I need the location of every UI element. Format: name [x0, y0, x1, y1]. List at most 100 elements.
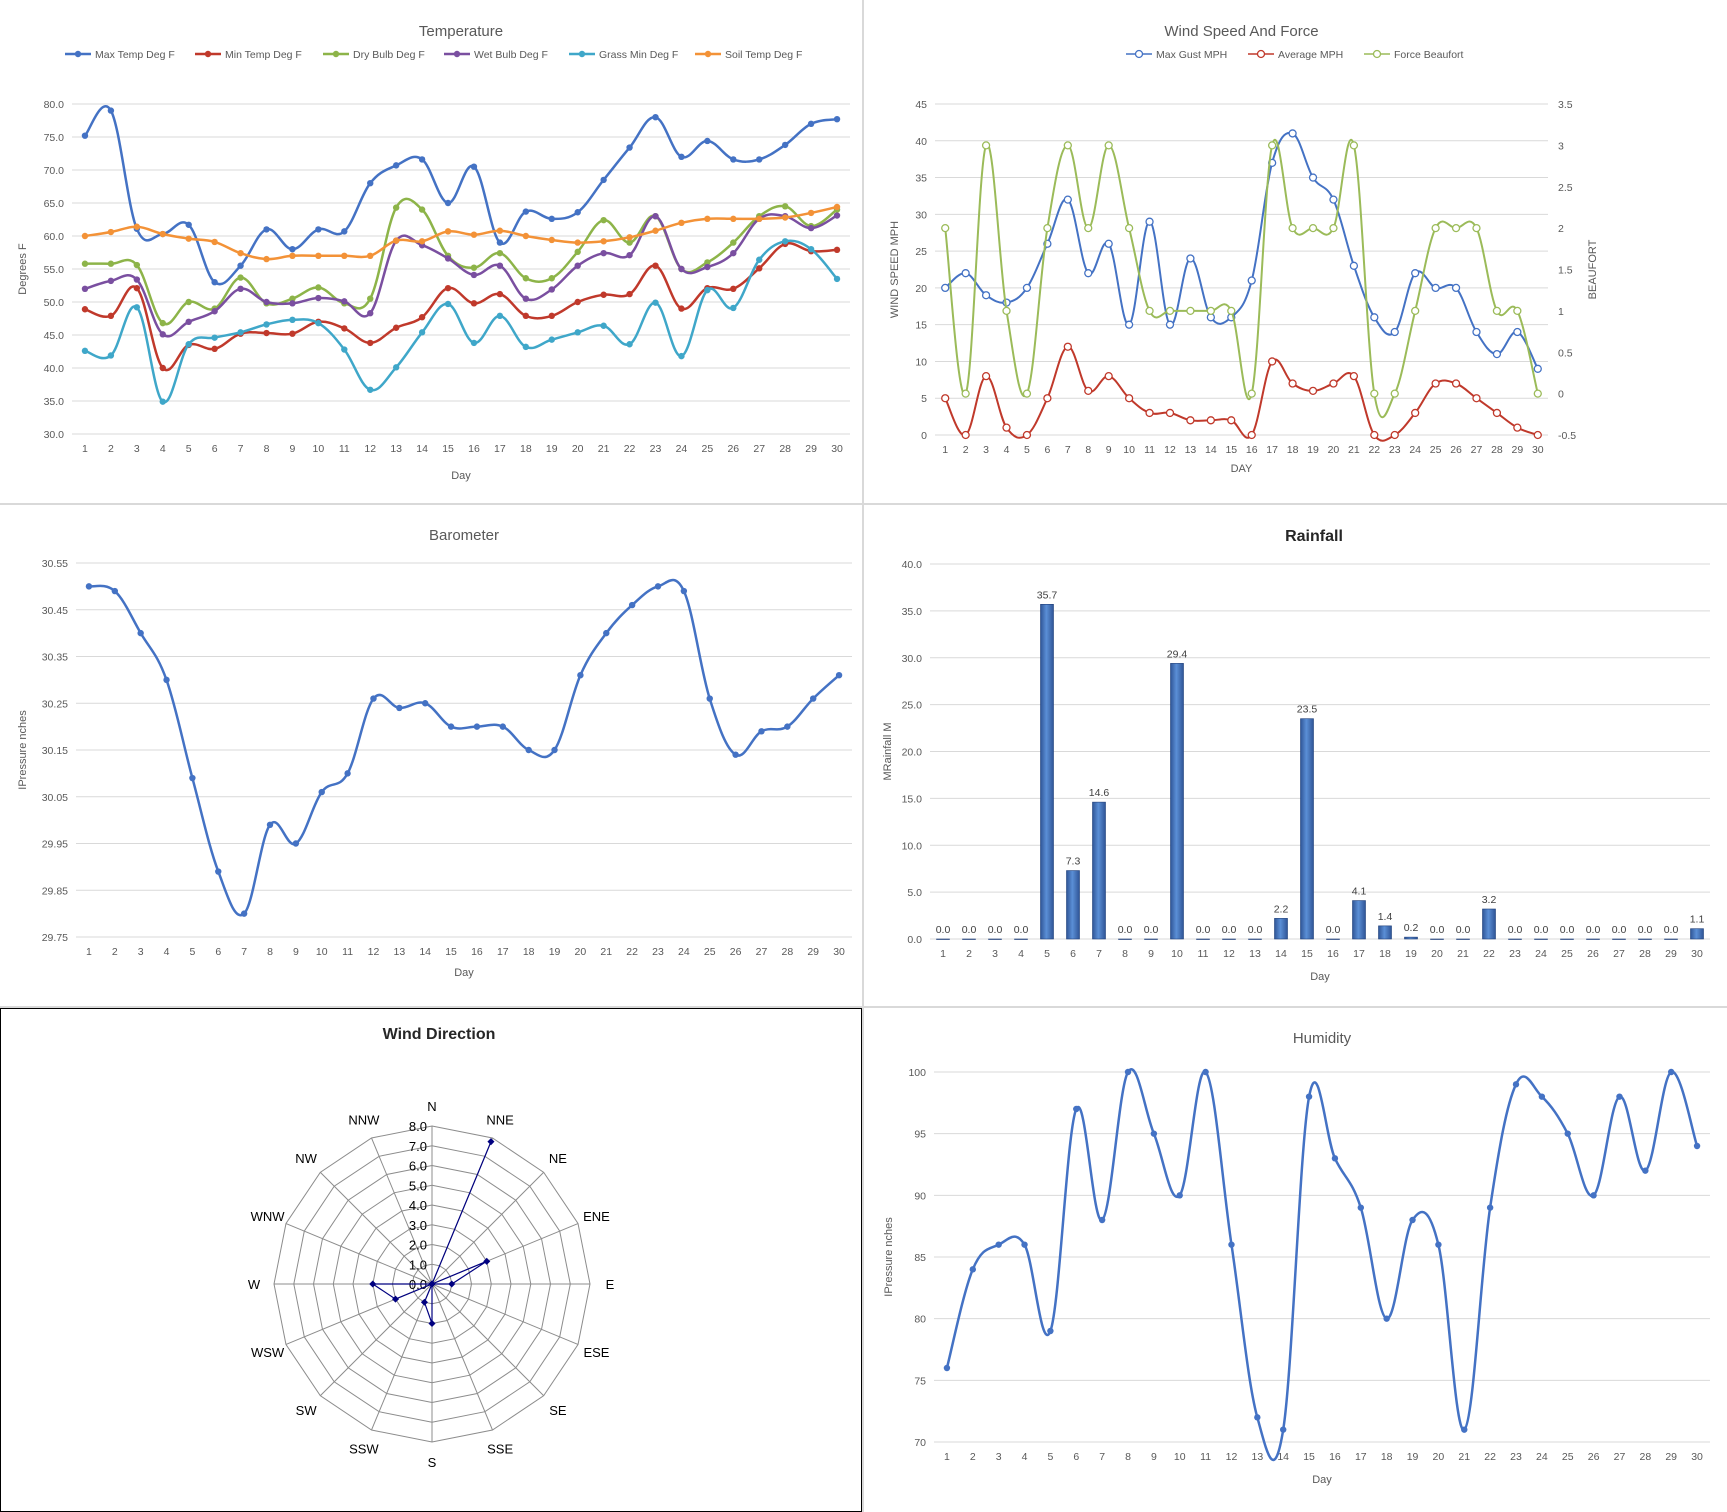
data-point: [1642, 1167, 1649, 1174]
x-tick-label: 10: [1171, 948, 1183, 960]
data-label: 35.7: [1037, 589, 1058, 601]
x-tick-label: 25: [1562, 1451, 1574, 1463]
data-point: [1021, 1241, 1028, 1248]
x-tick-label: 27: [1471, 444, 1483, 456]
data-point: [315, 252, 322, 259]
data-point: [678, 219, 685, 226]
series-line: [83, 105, 838, 286]
data-point: [756, 215, 763, 223]
data-point: [133, 284, 141, 292]
x-tick-label: 12: [364, 443, 376, 455]
x-tick-label: 19: [549, 946, 561, 958]
data-point: [706, 695, 713, 702]
x-tick-label: 1: [942, 444, 948, 456]
data-point: [1513, 327, 1522, 337]
data-point: [185, 235, 192, 242]
data-point: [1073, 1105, 1080, 1113]
data-point: [1590, 1192, 1597, 1199]
data-point: [315, 294, 322, 302]
data-point: [315, 226, 322, 233]
data-point: [1084, 386, 1093, 396]
data-point: [1228, 1241, 1235, 1248]
data-point: [81, 232, 89, 240]
y-tick-label: 29.85: [42, 885, 68, 897]
x-tick-label: 30: [831, 443, 843, 455]
x-tick-label: 14: [1205, 444, 1217, 456]
data-point: [263, 298, 270, 306]
y-tick-label: 29.75: [42, 932, 68, 944]
x-tick-label: 29: [1512, 444, 1524, 456]
x-tick-label: 11: [339, 443, 350, 455]
data-point: [499, 723, 506, 730]
y2-axis-label: BEAUFORT: [1587, 239, 1599, 299]
data-point: [444, 284, 452, 292]
y-tick-label: 15.0: [902, 793, 923, 805]
x-tick-label: 23: [1509, 948, 1521, 960]
x-tick-label: 26: [730, 946, 742, 958]
data-point: [215, 868, 222, 875]
data-point: [1492, 306, 1502, 316]
x-tick-label: 8: [1085, 444, 1091, 456]
data-point: [370, 695, 377, 702]
data-point: [1390, 389, 1399, 398]
data-point: [81, 347, 89, 355]
radar-tick-label: 2.0: [409, 1238, 427, 1253]
x-tick-label: 5: [189, 946, 195, 958]
data-point: [1227, 416, 1236, 425]
y-tick-label: 75.0: [44, 132, 65, 144]
data-label: 7.3: [1066, 856, 1081, 868]
data-point: [941, 223, 950, 233]
x-tick-label: 22: [624, 443, 636, 455]
data-point: [1124, 320, 1134, 329]
radar-spoke: [371, 1283, 433, 1431]
x-tick-label: 1: [82, 443, 88, 455]
radar-data-point: [369, 1280, 377, 1288]
data-point: [1206, 306, 1216, 316]
radar-category-label: SW: [296, 1403, 318, 1418]
y-tick-label: 30.35: [42, 652, 68, 664]
data-point: [833, 275, 841, 283]
data-label: 0.0: [1326, 924, 1341, 936]
data-point: [704, 137, 711, 145]
data-point: [600, 238, 607, 245]
data-point: [318, 788, 325, 796]
chart-title: Wind Speed And Force: [1164, 23, 1318, 40]
radar-spoke: [431, 1283, 579, 1345]
data-point: [396, 704, 403, 712]
radar-spoke: [371, 1137, 433, 1285]
x-tick-label: 12: [1226, 1451, 1238, 1463]
data-point: [107, 352, 115, 359]
data-label: 0.0: [936, 924, 951, 936]
data-label: 3.2: [1482, 894, 1497, 906]
x-tick-label: 8: [1125, 1451, 1131, 1463]
x-tick-label: 15: [1225, 444, 1237, 456]
x-tick-label: 24: [1536, 1451, 1548, 1463]
x-tick-label: 3: [138, 946, 144, 958]
data-point: [628, 601, 636, 609]
x-tick-label: 28: [779, 443, 791, 455]
data-point: [810, 695, 817, 702]
data-point: [133, 276, 141, 283]
data-point: [704, 263, 711, 271]
y-tick-label: 60.0: [44, 231, 65, 243]
data-point: [1492, 408, 1502, 418]
data-point: [1533, 430, 1542, 440]
data-point: [600, 322, 607, 329]
x-tick-label: 3: [983, 444, 989, 456]
radar-category-label: ENE: [583, 1209, 610, 1224]
x-tick-label: 22: [1484, 1451, 1496, 1463]
radar-category-label: WSW: [251, 1345, 285, 1360]
y2-tick-label: 2: [1558, 223, 1564, 235]
series-line: [84, 242, 838, 372]
bar: [988, 938, 1002, 940]
data-label: 0.0: [1248, 924, 1263, 936]
data-label: 23.5: [1297, 704, 1318, 716]
rainfall-chart: Rainfall0.05.010.015.020.025.030.035.040…: [882, 528, 1710, 983]
bar: [962, 938, 976, 940]
x-tick-label: 14: [416, 443, 428, 455]
bar: [1222, 938, 1236, 940]
series-max-gust-mph: [941, 129, 1542, 373]
data-point: [1349, 261, 1359, 270]
series-line: [85, 578, 843, 917]
data-point: [1176, 1192, 1183, 1199]
